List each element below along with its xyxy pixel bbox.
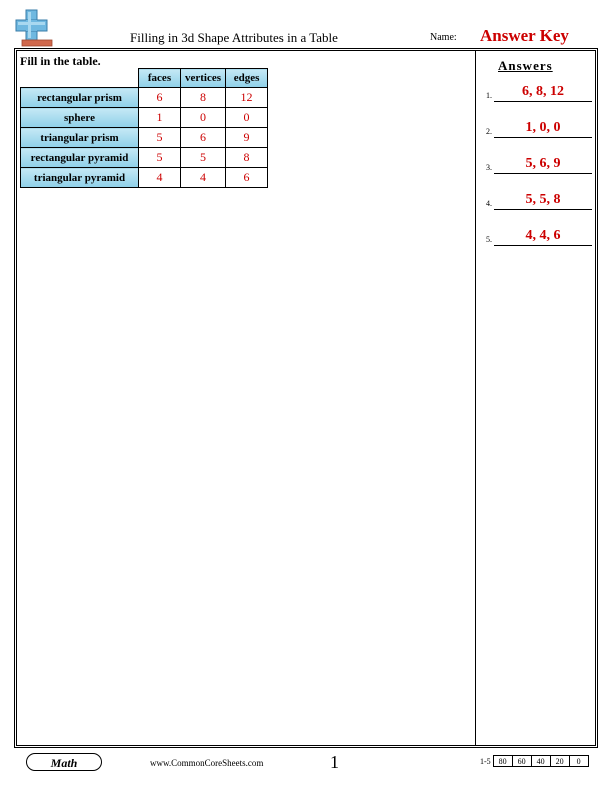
- col-header-edges: edges: [226, 69, 268, 88]
- answer-number: 1.: [480, 91, 492, 102]
- answers-list: 1. 6, 8, 12 2. 1, 0, 0 3. 5, 6, 9 4. 5, …: [480, 80, 592, 260]
- plus-logo-icon: [14, 8, 54, 48]
- answer-row: 5. 4, 4, 6: [480, 224, 592, 246]
- worksheet-title: Filling in 3d Shape Attributes in a Tabl…: [130, 30, 338, 46]
- table-row: rectangular pyramid 5 5 8: [21, 148, 268, 168]
- subject-badge: Math: [26, 753, 102, 771]
- score-range: 1-5: [480, 757, 491, 766]
- answer-value: 4, 4, 6: [494, 228, 592, 246]
- shape-name: rectangular prism: [21, 88, 139, 108]
- page-number: 1: [330, 752, 339, 773]
- table-row: rectangular prism 6 8 12: [21, 88, 268, 108]
- answer-row: 4. 5, 5, 8: [480, 188, 592, 210]
- edges-value: 0: [226, 108, 268, 128]
- edges-value: 6: [226, 168, 268, 188]
- vertical-divider: [475, 50, 476, 746]
- shape-name: rectangular pyramid: [21, 148, 139, 168]
- table-row: triangular pyramid 4 4 6: [21, 168, 268, 188]
- corner-cell: [21, 69, 139, 88]
- footer-url: www.CommonCoreSheets.com: [150, 758, 263, 768]
- answer-number: 5.: [480, 235, 492, 246]
- faces-value: 5: [139, 128, 181, 148]
- vertices-value: 6: [181, 128, 226, 148]
- answer-row: 3. 5, 6, 9: [480, 152, 592, 174]
- faces-value: 1: [139, 108, 181, 128]
- score-box: 60: [512, 755, 532, 767]
- answer-number: 2.: [480, 127, 492, 138]
- table-header-row: faces vertices edges: [21, 69, 268, 88]
- instruction-text: Fill in the table.: [20, 54, 101, 69]
- answers-heading: Answers: [498, 58, 553, 74]
- vertices-value: 4: [181, 168, 226, 188]
- edges-value: 12: [226, 88, 268, 108]
- faces-value: 4: [139, 168, 181, 188]
- col-header-faces: faces: [139, 69, 181, 88]
- answer-value: 5, 6, 9: [494, 156, 592, 174]
- shapes-table: faces vertices edges rectangular prism 6…: [20, 68, 268, 188]
- table-row: sphere 1 0 0: [21, 108, 268, 128]
- score-box: 40: [531, 755, 551, 767]
- shape-name: sphere: [21, 108, 139, 128]
- answer-row: 2. 1, 0, 0: [480, 116, 592, 138]
- vertices-value: 0: [181, 108, 226, 128]
- faces-value: 5: [139, 148, 181, 168]
- answer-number: 3.: [480, 163, 492, 174]
- table-row: triangular prism 5 6 9: [21, 128, 268, 148]
- answer-key-label: Answer Key: [480, 26, 569, 46]
- answer-number: 4.: [480, 199, 492, 210]
- name-label: Name:: [430, 32, 457, 43]
- col-header-vertices: vertices: [181, 69, 226, 88]
- vertices-value: 5: [181, 148, 226, 168]
- answer-value: 5, 5, 8: [494, 192, 592, 210]
- score-box: 20: [550, 755, 570, 767]
- score-box: 0: [569, 755, 589, 767]
- faces-value: 6: [139, 88, 181, 108]
- answer-value: 6, 8, 12: [494, 84, 592, 102]
- shape-name: triangular prism: [21, 128, 139, 148]
- edges-value: 9: [226, 128, 268, 148]
- edges-value: 8: [226, 148, 268, 168]
- vertices-value: 8: [181, 88, 226, 108]
- shape-name: triangular pyramid: [21, 168, 139, 188]
- score-box: 80: [493, 755, 513, 767]
- scoring-boxes: 1-5 80 60 40 20 0: [480, 755, 589, 767]
- answer-row: 1. 6, 8, 12: [480, 80, 592, 102]
- answer-value: 1, 0, 0: [494, 120, 592, 138]
